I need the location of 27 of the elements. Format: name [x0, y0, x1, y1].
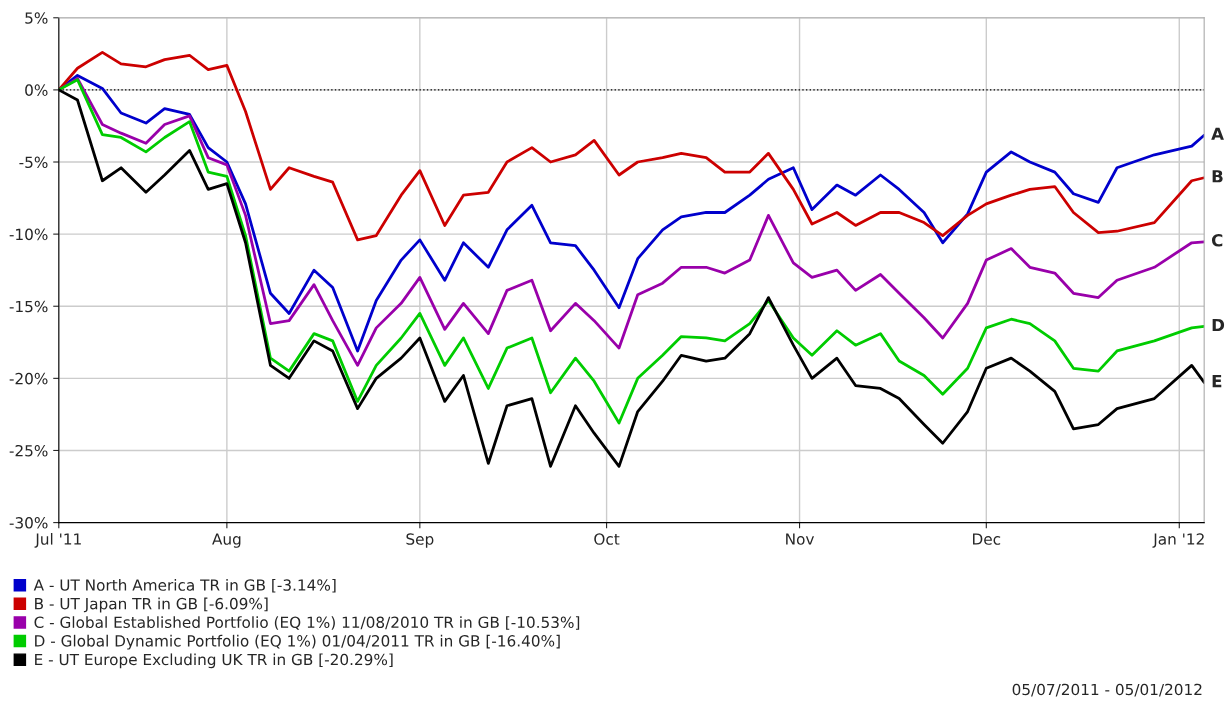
x-tick-label: Aug: [212, 533, 241, 548]
y-tick-label: -30%: [9, 517, 48, 529]
x-tick-label: Jul '11: [34, 533, 81, 548]
y-tick-label: 0%: [25, 84, 48, 96]
legend-label: B - UT Japan TR in GB [-6.09%]: [35, 597, 268, 613]
y-tick-label: -15%: [9, 300, 48, 313]
y-tick-label: -25%: [9, 444, 48, 457]
annotation: A: [1211, 127, 1224, 140]
y-tick-label: -5%: [19, 156, 48, 169]
y-tick-label: -10%: [9, 228, 48, 241]
x-tick-label: Sep: [406, 533, 434, 548]
y-tick-label: -20%: [9, 372, 48, 385]
annotation: B: [1212, 170, 1223, 183]
annotation: E: [1212, 374, 1222, 388]
line-series: [58, 51, 1205, 242]
x-tick-label: Jan '12: [1152, 533, 1204, 548]
legend-label: C - Global Established Portfolio (EQ 1%) 11/08/2010 TR in GB [-10.53%]: [34, 616, 580, 630]
annotation: C: [1211, 234, 1223, 247]
text: 05/07/2011 - 05/01/2012: [1012, 683, 1202, 697]
legend-label: E - UT Europe Excluding UK TR in GB [-20.29%]: [35, 653, 393, 669]
x-tick-label: Dec: [973, 533, 1001, 545]
x-tick-label: Oct: [594, 533, 620, 545]
y-tick-label: 5%: [25, 12, 48, 24]
legend-label: D - Global Dynamic Portfolio (EQ 1%) 01/04/2011 TR in GB [-16.40%]: [35, 634, 560, 650]
legend-label: A - UT North America TR in GB [-3.14%]: [33, 578, 336, 593]
annotation: D: [1212, 318, 1225, 332]
x-tick-label: Nov: [786, 533, 815, 545]
